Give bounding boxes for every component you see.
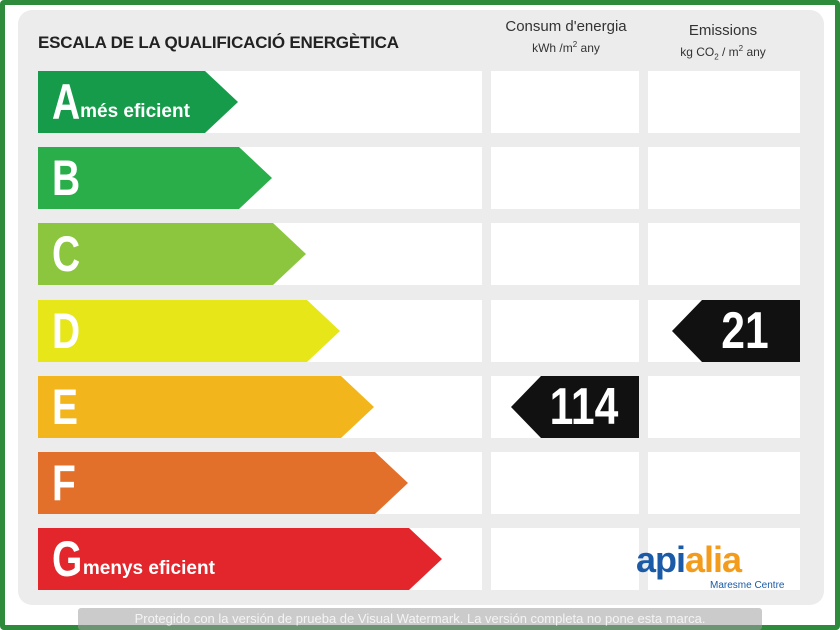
rating-row-c: C <box>0 223 840 285</box>
rating-arrow-d: D <box>38 300 340 362</box>
emissions-cell <box>648 223 800 285</box>
rating-letter: F <box>52 455 76 511</box>
emissions-value: 21 <box>721 302 769 360</box>
rating-arrow-b: B <box>38 147 272 209</box>
rating-letter: E <box>52 379 79 435</box>
emissions-cell <box>648 147 800 209</box>
consumption-header: Consum d'energia kWh /m2 any <box>492 18 640 55</box>
rating-row-b: B <box>0 147 840 209</box>
rating-arrow-e: E <box>38 376 374 438</box>
emissions-cell <box>648 452 800 514</box>
consumption-cell <box>491 300 639 362</box>
emissions-label: Emissions <box>688 22 758 39</box>
emissions-cell <box>648 528 800 590</box>
consumption-unit: kWh /m2 any <box>532 40 600 55</box>
consumption-label: Consum d'energia <box>505 18 627 35</box>
rating-letter: B <box>52 150 81 206</box>
rating-row-f: F <box>0 452 840 514</box>
consumption-cell <box>491 147 639 209</box>
consumption-cell <box>491 452 639 514</box>
watermark-text: Protegido con la versión de prueba de Vi… <box>78 608 762 630</box>
emissions-unit: kg CO2 / m2 any <box>680 44 766 62</box>
emissions-value-pointer: 21 <box>672 300 800 362</box>
consumption-cell <box>491 223 639 285</box>
rating-description: menys eficient <box>82 558 215 579</box>
rating-letter: A <box>52 74 81 130</box>
rating-row-e: E 114 <box>0 376 840 438</box>
rating-letter: G <box>52 531 83 587</box>
scale-title: ESCALA DE LA QUALIFICACIÓ ENERGÈTICA <box>38 33 399 52</box>
apialia-logo: apialia Maresme Centre <box>636 542 806 604</box>
emissions-header: Emissions kg CO2 / m2 any <box>646 22 800 61</box>
rating-letter: C <box>52 226 81 282</box>
logo-tagline: Maresme Centre <box>710 580 785 591</box>
consumption-value-pointer: 114 <box>511 376 639 438</box>
consumption-cell <box>491 71 639 133</box>
consumption-value: 114 <box>549 378 619 436</box>
rating-arrow-c: C <box>38 223 306 285</box>
rating-arrow-f: F <box>38 452 408 514</box>
rating-description: més eficient <box>80 101 190 122</box>
emissions-cell <box>648 71 800 133</box>
emissions-cell <box>648 376 800 438</box>
rating-row-d: D 21 <box>0 300 840 362</box>
rating-letter: D <box>52 303 81 359</box>
consumption-cell <box>491 528 639 590</box>
